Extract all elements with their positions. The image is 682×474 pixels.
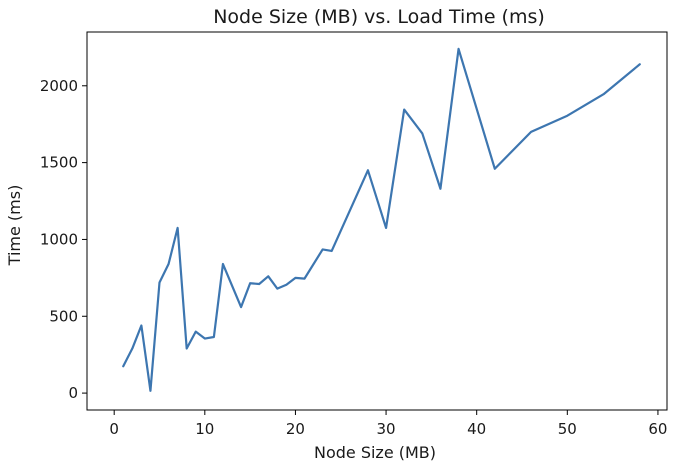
y-axis-label: Time (ms) <box>5 185 24 267</box>
y-axis: 0 500 1000 1500 2000 <box>40 77 87 402</box>
y-tick-label: 1500 <box>40 154 78 172</box>
x-axis-label: Node Size (MB) <box>314 443 436 462</box>
x-tick-label: 0 <box>109 420 119 438</box>
plot-frame <box>86 31 668 411</box>
y-tick-label: 1000 <box>40 230 78 248</box>
y-tick-label: 2000 <box>40 77 78 95</box>
chart-title: Node Size (MB) vs. Load Time (ms) <box>213 6 545 28</box>
y-tick-label: 500 <box>49 307 78 325</box>
y-tick-label: 0 <box>68 384 78 402</box>
series-line <box>122 47 641 392</box>
x-tick-label: 20 <box>286 420 305 438</box>
x-axis: 0 10 20 30 40 50 60 <box>109 410 667 438</box>
x-tick-label: 10 <box>195 420 214 438</box>
x-tick-label: 30 <box>377 420 396 438</box>
x-tick-label: 40 <box>467 420 486 438</box>
x-tick-label: 50 <box>558 420 577 438</box>
x-tick-label: 60 <box>648 420 667 438</box>
